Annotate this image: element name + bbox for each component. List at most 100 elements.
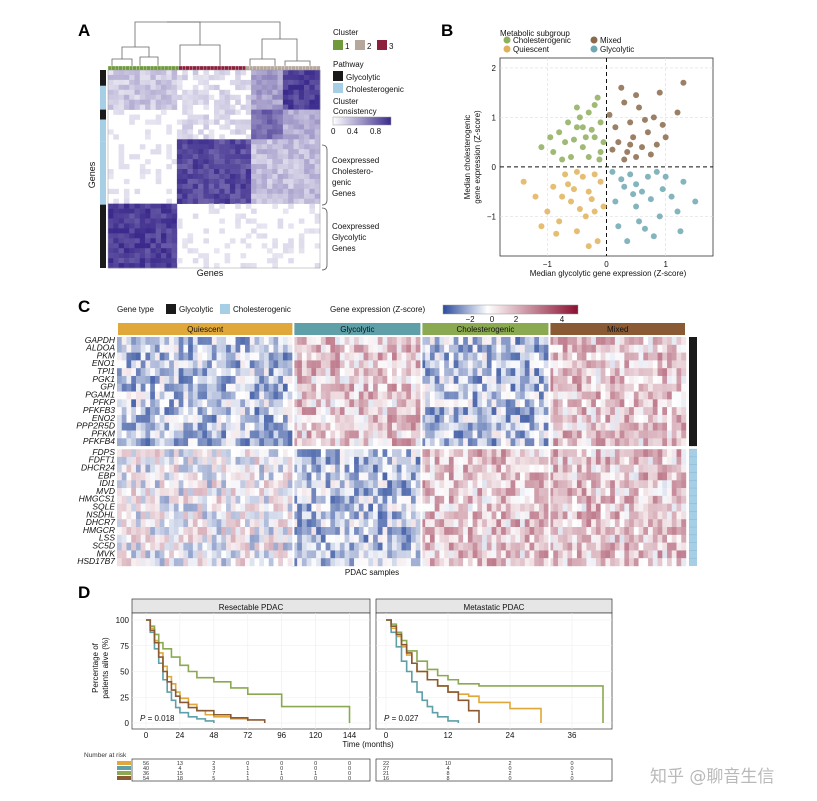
heatmap-cell: [188, 368, 194, 377]
heatmap-cell: [572, 503, 578, 512]
heatmap-cell: [373, 472, 378, 481]
heatmap-cell: [667, 383, 672, 392]
heatmap-cell: [463, 488, 469, 497]
heatmap-cell: [282, 399, 288, 408]
heatmap-cell: [543, 527, 549, 536]
heatmap-cell: [387, 550, 393, 559]
heatmap-cell: [287, 407, 293, 416]
heatmap-cell: [662, 495, 668, 504]
heatmap-cell: [657, 456, 663, 465]
heatmap-cell: [150, 472, 156, 481]
heatmap-cell: [203, 144, 209, 150]
heatmap-cell: [491, 407, 497, 416]
heatmap-cell: [230, 399, 236, 408]
heatmap-cell: [164, 456, 170, 465]
heatmap-cell: [273, 337, 279, 345]
heatmap-cell: [187, 154, 194, 160]
heatmap-cell: [520, 360, 525, 369]
risk-table-frame: [131, 758, 371, 782]
heatmap-cell: [224, 124, 231, 130]
gene-label: SC5D: [92, 540, 115, 550]
heatmap-cell: [576, 414, 582, 423]
heatmap-cell: [429, 422, 435, 431]
heatmap-cell: [198, 159, 204, 165]
heatmap-cell: [425, 495, 431, 504]
heatmap-cell: [638, 480, 644, 489]
heatmap-cell: [657, 527, 663, 536]
heatmap-cell: [251, 164, 257, 170]
heatmap-cell: [188, 464, 194, 473]
heatmap-cell: [420, 511, 426, 520]
heatmap-cell: [293, 124, 300, 130]
heatmap-cell: [150, 248, 156, 254]
heatmap-cell: [304, 159, 310, 165]
risk-cell: 0: [570, 761, 573, 767]
heatmap-cell: [491, 550, 497, 559]
heatmap-cell: [325, 422, 331, 431]
heatmap-cell: [267, 104, 273, 110]
heatmap-cell: [254, 488, 260, 497]
heatmap-cell: [267, 164, 273, 170]
heatmap-cell: [425, 527, 431, 536]
heatmap-cell: [539, 542, 544, 551]
heatmap-cell: [176, 154, 183, 160]
heatmap-cell: [169, 519, 175, 528]
heatmap-cell: [150, 550, 156, 559]
heatmap-cell: [543, 464, 549, 473]
heatmap-cell: [633, 391, 639, 400]
heatmap-cell: [188, 414, 194, 423]
heatmap-cell: [557, 352, 563, 361]
heatmap-cell: [467, 558, 473, 567]
heatmap-cell: [429, 352, 435, 361]
heatmap-cell: [339, 344, 345, 353]
heatmap-cell: [624, 414, 630, 423]
heatmap-cell: [320, 456, 326, 465]
heatmap-cell: [287, 399, 293, 408]
heatmap-cell: [178, 472, 184, 481]
heatmap-cell: [524, 456, 530, 465]
heatmap-cell: [363, 375, 369, 384]
heatmap-cell: [267, 119, 273, 125]
heatmap-cell: [198, 193, 204, 199]
heatmap-cell: [392, 337, 397, 345]
heatmap-cell: [524, 438, 530, 447]
heatmap-cell: [387, 344, 393, 353]
heatmap-cell: [662, 456, 668, 465]
heatmap-cell: [304, 228, 310, 234]
heatmap-cell: [325, 383, 331, 392]
heatmap-cell: [330, 399, 336, 408]
heatmap-cell: [415, 550, 421, 559]
heatmap-cell: [439, 414, 445, 423]
gene-label: PPP2R5D: [76, 421, 115, 431]
heatmap-cell: [477, 399, 483, 408]
heatmap-cell: [453, 558, 459, 567]
heatmap-cell: [154, 391, 160, 400]
heatmap-cell: [591, 550, 597, 559]
heatmap-cell: [221, 456, 227, 465]
scatter-point: [662, 134, 669, 141]
heatmap-cell: [358, 480, 364, 489]
heatmap-cell: [591, 383, 597, 392]
heatmap-cell: [614, 488, 620, 497]
gene-label: EBP: [98, 470, 115, 480]
heatmap-cell: [263, 550, 269, 559]
heatmap-cell: [261, 70, 268, 76]
heatmap-cell: [214, 263, 220, 269]
heatmap-cell: [273, 344, 279, 353]
heatmap-cell: [467, 375, 473, 384]
heatmap-cell: [240, 511, 246, 520]
heatmap-cell: [434, 550, 440, 559]
heatmap-cell: [667, 352, 672, 361]
heatmap-cell: [553, 542, 559, 551]
heatmap-cell: [118, 144, 125, 150]
heatmap-cell: [463, 464, 469, 473]
heatmap-cell: [434, 542, 440, 551]
heatmap-cell: [164, 558, 170, 567]
heatmap-cell: [339, 464, 345, 473]
heatmap-cell: [543, 422, 549, 431]
heatmap-cell: [581, 399, 587, 408]
heatmap-cell: [619, 495, 625, 504]
heatmap-cell: [344, 430, 350, 439]
heatmap-cell: [377, 383, 383, 392]
heatmap-cell: [662, 527, 668, 536]
